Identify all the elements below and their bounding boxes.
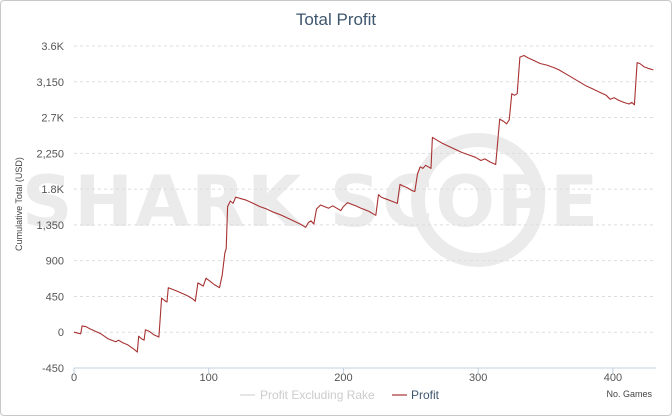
x-tick-label: 200 (334, 372, 352, 384)
y-tick-label: -450 (42, 363, 64, 375)
y-tick-label: 3.6K (41, 41, 64, 53)
y-tick-label: 900 (46, 256, 64, 268)
y-axis-title: Cumulative Total (USD) (14, 157, 24, 251)
legend-item-profit[interactable]: Profit (392, 388, 440, 402)
gridlines (74, 45, 656, 333)
x-tick-label: 0 (71, 372, 77, 384)
x-axis-title: No. Games (606, 389, 652, 399)
series-group (73, 54, 654, 353)
watermark-text: SHARK SCOPE (22, 161, 600, 243)
y-tick-label: 1.8K (41, 184, 64, 196)
x-tick-label: 100 (200, 372, 218, 384)
x-tick-label: 400 (604, 372, 622, 384)
x-tick-label: 300 (469, 372, 487, 384)
x-axis-ticks: 0 100 200 300 400 (71, 368, 622, 384)
y-tick-label: 2.7K (41, 113, 64, 125)
y-tick-label: 450 (46, 291, 64, 303)
legend-item-profit-excluding-rake[interactable]: Profit Excluding Rake (240, 388, 375, 402)
y-tick-label: 1,350 (36, 220, 64, 232)
y-axis-ticks: 3.6K 3,150 2.7K 2,250 1.8K 1,350 900 450 0 -450 (36, 41, 64, 375)
legend: Profit Excluding Rake Profit (240, 388, 440, 402)
chart-title: Total Profit (296, 10, 377, 29)
legend-label-profit-excluding-rake: Profit Excluding Rake (260, 388, 375, 402)
legend-label-profit: Profit (411, 388, 440, 402)
y-tick-label: 0 (58, 327, 64, 339)
watermark-scope-ring (411, 133, 545, 267)
y-tick-label: 3,150 (36, 77, 64, 89)
sharkscope-watermark: SHARK SCOPE (22, 133, 600, 267)
series-line-profit[interactable] (73, 54, 654, 353)
y-tick-label: 2,250 (36, 148, 64, 160)
